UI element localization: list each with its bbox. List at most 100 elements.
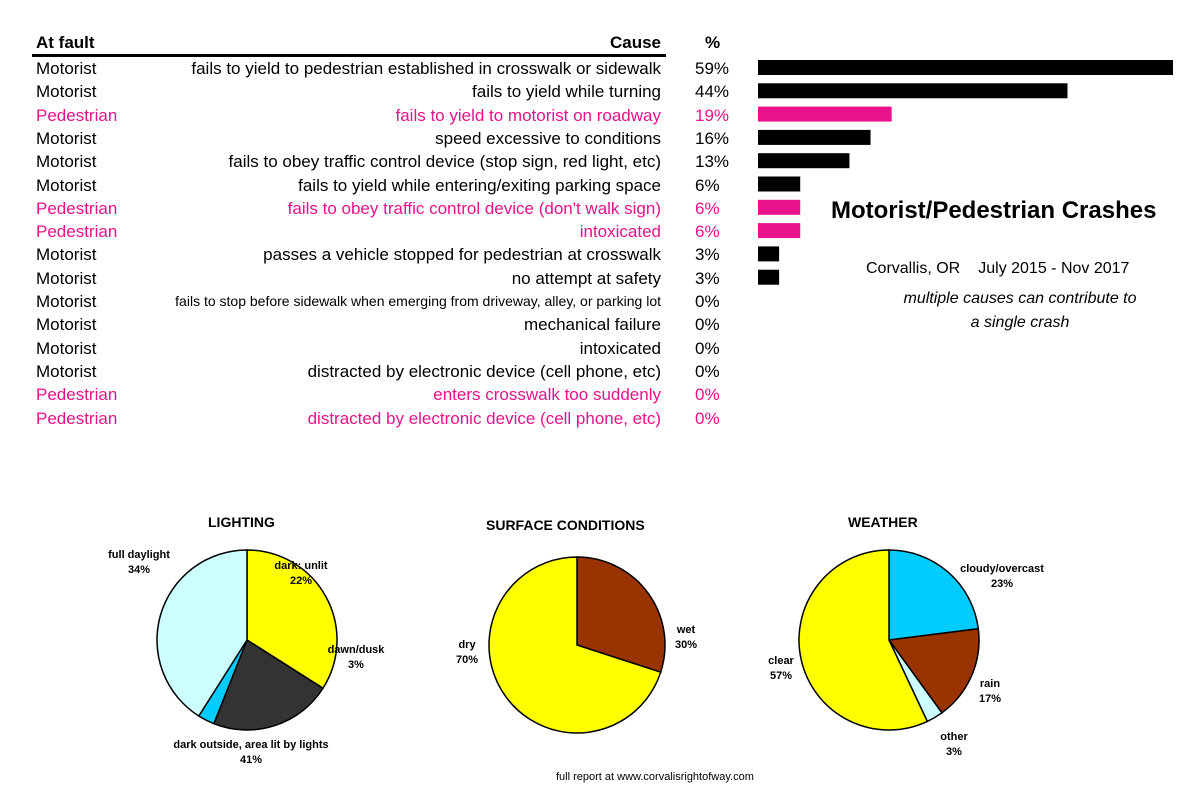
pie-label-name: dark: unlit <box>274 560 328 572</box>
pie-label: dark: unlit 22% <box>274 559 327 589</box>
cause-cell: mechanical failure <box>523 315 661 335</box>
table-row: Motorist intoxicated 0% <box>0 338 760 361</box>
cause-cell: fails to stop before sidewalk when emerg… <box>175 293 661 309</box>
pie-title-lighting: LIGHTING <box>208 514 275 530</box>
cause-cell: fails to yield while entering/exiting pa… <box>298 175 661 195</box>
note-text: multiple causes can contribute to a sing… <box>850 287 1190 335</box>
bar-10 <box>758 269 780 285</box>
cause-cell: distracted by electronic device (cell ph… <box>307 408 661 428</box>
at-fault-cell: Pedestrian <box>36 105 118 125</box>
at-fault-cell: Pedestrian <box>36 385 118 405</box>
table-row: Motorist fails to yield while entering/ex… <box>0 175 760 198</box>
pie-label: rain 17% <box>979 677 1001 707</box>
cause-cell: intoxicated <box>579 222 661 242</box>
table-row: Motorist fails to stop before sidewalk wh… <box>0 291 760 314</box>
pie-label: clear 57% <box>768 654 794 684</box>
bar-1 <box>758 60 1173 75</box>
note-line-2: a single crash <box>970 314 1070 331</box>
pie-label-name: dry <box>458 639 476 651</box>
pie-slice-clear <box>798 549 929 731</box>
pie-label: other 3% <box>940 730 968 760</box>
pie-slice-dry <box>488 556 662 734</box>
table-row: Pedestrian distracted by electronic devic… <box>0 408 760 431</box>
pie-label-name: wet <box>676 624 696 636</box>
header-cause: Cause <box>609 33 661 52</box>
percent-cell: 0% <box>695 292 720 311</box>
percent-cell: 19% <box>695 105 730 125</box>
table-row: Motorist distracted by electronic device … <box>0 361 760 384</box>
pie-label-percent: 30% <box>674 639 698 651</box>
location-text: Corvallis, OR <box>866 260 961 277</box>
percent-cell: 0% <box>695 338 720 358</box>
pie-label-percent: 70% <box>455 654 479 666</box>
percent-cell: 59% <box>695 59 730 78</box>
bar-8 <box>758 223 801 239</box>
pie-title-surface-conditions: SURFACE CONDITIONS <box>486 517 645 533</box>
cause-cell: passes a vehicle stopped for pedestrian … <box>263 245 661 265</box>
percent-cell: 3% <box>695 245 720 265</box>
table-row: Motorist fails to yield while turning 44% <box>0 81 760 104</box>
cause-cell: fails to yield while turning <box>472 82 661 102</box>
bar-6 <box>758 176 801 192</box>
percent-cell: 44% <box>695 82 730 102</box>
percent-cell: 6% <box>695 222 720 242</box>
pie-label: wet 30% <box>675 623 697 653</box>
at-fault-cell: Motorist <box>36 59 97 78</box>
pie-label-name: rain <box>979 678 1001 690</box>
note-line-1: multiple causes can contribute to <box>903 290 1137 307</box>
pie-label-name: clear <box>768 655 794 667</box>
percent-cell: 6% <box>695 175 720 195</box>
pie-label: dark outside, area lit by lights 41% <box>173 738 328 768</box>
table-row: Pedestrian intoxicated 6% <box>0 221 760 244</box>
cause-cell: speed excessive to conditions <box>435 128 661 148</box>
at-fault-cell: Motorist <box>36 175 97 195</box>
cause-cell: fails to obey traffic control device (st… <box>228 152 661 172</box>
at-fault-cell: Pedestrian <box>36 408 118 428</box>
pie-slice-wet <box>576 556 666 674</box>
header-percent: % <box>705 33 721 52</box>
cause-cell: no attempt at safety <box>511 268 661 288</box>
table-row: Motorist passes a vehicle stopped for ped… <box>0 244 760 267</box>
bar-9 <box>758 246 780 262</box>
cause-cell: intoxicated <box>579 338 661 358</box>
pie-label-name: dawn/dusk <box>327 644 385 656</box>
table-row: Motorist speed excessive to conditions 16% <box>0 128 760 151</box>
pie-slice-dark <box>212 638 325 731</box>
at-fault-cell: Pedestrian <box>36 222 118 242</box>
percent-cell: 0% <box>695 385 720 405</box>
table-row: Motorist mechanical failure 0% <box>0 314 760 337</box>
cause-cell: distracted by electronic device (cell ph… <box>307 361 661 381</box>
table-row: Motorist fails to yield to pedestrian est… <box>0 58 760 81</box>
pie-label-name: full daylight <box>108 549 170 561</box>
pie-label-percent: 41% <box>239 754 263 766</box>
percent-cell: 16% <box>695 128 730 148</box>
at-fault-cell: Motorist <box>36 338 97 358</box>
at-fault-cell: Motorist <box>36 82 97 102</box>
pie-slice-rain <box>887 627 980 714</box>
bar-7 <box>758 199 801 215</box>
pie-label-percent: 3% <box>946 746 962 758</box>
pie-label-percent: 57% <box>769 670 793 682</box>
bar-4 <box>758 129 871 145</box>
percent-cell: 0% <box>695 315 720 335</box>
table-row: Pedestrian enters crosswalk too suddenly 0… <box>0 384 760 407</box>
pie-label: dry 70% <box>456 638 478 668</box>
cause-cell: fails to yield to pedestrian established… <box>191 59 661 78</box>
at-fault-cell: Motorist <box>36 245 97 265</box>
table-row: Motorist fails to obey traffic control de… <box>0 151 760 174</box>
cause-cell: enters crosswalk too suddenly <box>433 385 661 405</box>
bar-2 <box>758 83 1068 99</box>
at-fault-cell: Motorist <box>36 361 97 381</box>
pie-label-percent: 3% <box>348 659 364 671</box>
pie-chart-weather <box>798 549 980 731</box>
bar-3 <box>758 106 892 122</box>
pie-title-weather: WEATHER <box>848 514 918 530</box>
footer-report-link: full report at www.corvalisrightofway.co… <box>556 771 754 783</box>
at-fault-cell: Motorist <box>36 152 97 172</box>
subtitle: Corvallis, OR July 2015 - Nov 2017 <box>866 260 1129 278</box>
pie-label-name: cloudy/overcast <box>960 563 1044 575</box>
at-fault-cell: Pedestrian <box>36 198 118 218</box>
cause-cell: fails to yield to motorist on roadway <box>395 105 661 125</box>
table-row: Motorist no attempt at safety 3% <box>0 268 760 291</box>
pie-label: cloudy/overcast 23% <box>960 562 1044 592</box>
